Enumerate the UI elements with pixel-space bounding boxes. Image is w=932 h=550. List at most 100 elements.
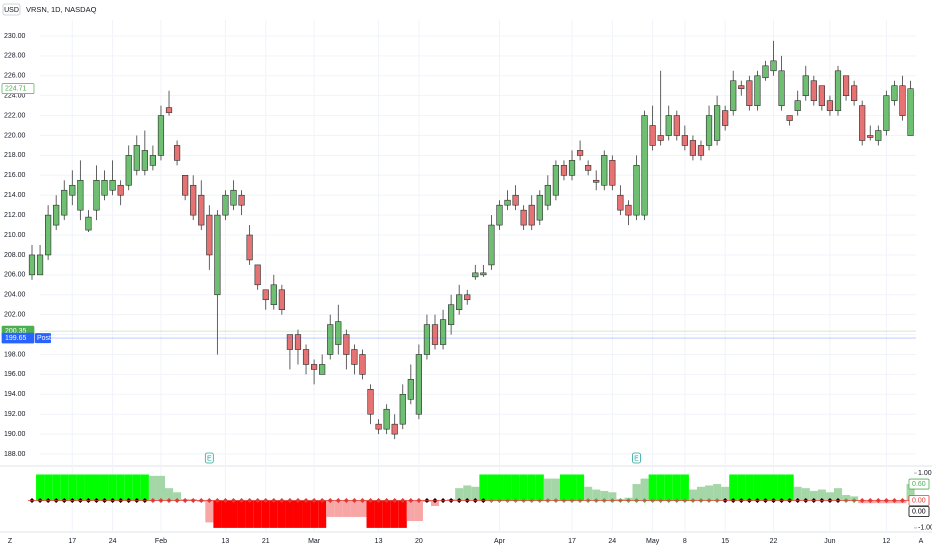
candle-body [899,85,906,116]
candle-body [552,165,559,196]
candle-body [617,194,624,211]
left-button[interactable]: Z [8,538,13,545]
candle-body [528,204,535,226]
histogram-bar [253,500,262,528]
candle-body [69,184,76,196]
histogram-bar [156,475,166,501]
candle-body [149,155,157,166]
histogram-bar [277,500,286,528]
histogram-bar [310,500,319,528]
y-tick-label: 222.00 [4,112,26,119]
candle-body [722,110,729,126]
histogram-bar [318,500,327,528]
last-value-box [908,506,930,517]
histogram-bar [116,474,125,501]
candle-body [343,334,350,355]
candle-body [230,189,237,206]
histogram-bar [688,489,697,501]
candle-body [190,184,197,216]
histogram-bar [84,474,93,501]
candle-body [657,135,664,141]
histogram-bar [584,486,593,501]
candle-body [649,125,656,146]
histogram-bar [36,474,45,501]
candle-body [375,423,382,430]
y-tick-label: 194.00 [4,391,26,398]
x-tick-label: 20 [415,538,423,545]
histogram-bar [229,500,238,528]
candle-body [673,115,680,136]
candle-body [778,70,785,106]
candle-body [762,65,769,79]
candle-body [456,294,463,310]
candle-body [327,324,334,355]
price-label: 199.65 [5,335,27,342]
candle-body [214,214,221,296]
price-label-box [1,332,35,344]
price-label: 224.71 [5,85,27,92]
candle-body [520,209,527,226]
candle-body [585,165,592,171]
last-value-label: 0.00 [912,497,926,504]
y-tick-label: 218.00 [4,152,26,159]
event-marker[interactable] [204,452,214,464]
histogram-bar [334,500,343,517]
last-value-label: 0.60 [912,481,926,488]
histogram-bar [148,475,157,501]
last-value-box [908,495,930,506]
last-value-box [908,478,930,490]
x-tick-label: 24 [608,538,616,545]
candle-body [826,100,834,111]
candle-body [842,75,850,96]
y-tick-label: 198.00 [4,351,26,358]
candle-body [246,234,253,261]
histogram-bar [173,492,182,501]
histogram-bar [801,488,810,501]
y-tick-label: 224.00 [4,93,26,100]
candle-body [641,115,648,216]
candle-body [560,165,568,176]
histogram-bar [592,489,601,501]
histogram-bar [398,500,407,528]
histogram-bar [696,486,706,501]
histogram-bar [245,500,254,528]
candle-body [182,175,189,196]
candle-body [415,354,422,415]
histogram-bar [753,474,762,501]
histogram-bar [576,474,585,501]
candle-body [891,85,898,101]
currency[interactable]: USD [4,7,19,14]
right-button[interactable]: A [919,538,924,545]
candle-body [286,334,294,350]
histogram-bar [479,474,488,501]
candle-body [125,155,132,186]
candle-body [335,321,342,345]
candle-body [794,100,801,111]
histogram-bar [293,500,303,528]
y-tick-label: 214.00 [4,192,26,199]
candle-body [472,272,479,278]
currency-box[interactable] [2,3,21,16]
candle-body [383,408,390,430]
histogram-bar [471,486,480,501]
histogram-bar [68,474,77,501]
histogram-bar [269,500,278,528]
y-tick-label: 202.00 [4,312,26,319]
event-marker[interactable] [632,452,641,464]
histogram-bar [519,474,528,501]
candle-body [738,85,745,90]
y-tick-label: 226.00 [4,73,26,80]
candle-body [875,130,882,141]
y-tick-label: 206.00 [4,272,26,279]
event-label: E [634,455,639,462]
candle-body [601,155,608,186]
histogram-bar [632,484,641,501]
y-tick-label: 212.00 [4,212,26,219]
candle-body [391,423,398,435]
candle-body [810,80,817,101]
candle-body [302,349,310,365]
candle-body [206,214,213,256]
x-tick-label: 12 [882,538,890,545]
candle-body [101,179,108,196]
